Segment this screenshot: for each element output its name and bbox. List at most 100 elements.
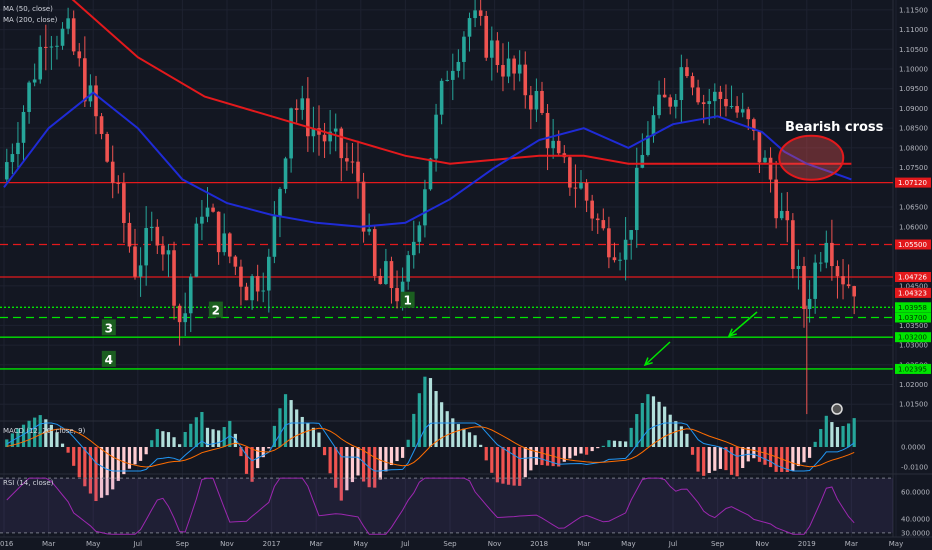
candle-body <box>757 130 762 163</box>
candle <box>830 219 834 281</box>
candle-body <box>255 276 260 292</box>
candle-body <box>294 108 299 110</box>
candle-body <box>746 109 751 120</box>
macd-histogram-bar <box>813 441 817 447</box>
time-tick-label: May <box>354 540 368 548</box>
price-tick-label: 1.11000 <box>899 26 928 34</box>
macd-histogram-bar <box>361 447 366 482</box>
macd-histogram-bar <box>94 447 98 502</box>
candle-body <box>595 218 600 221</box>
time-tick-label: Nov <box>220 540 234 548</box>
candle <box>473 0 477 28</box>
rsi-tick-label: 40.0000 <box>901 516 930 524</box>
candle-body <box>99 116 104 134</box>
candle-body <box>66 18 70 29</box>
macd-histogram-bar <box>729 447 734 475</box>
candle-body <box>322 134 327 142</box>
time-tick-label: 016 <box>0 540 14 548</box>
macd-histogram-bar <box>796 447 801 467</box>
time-axis: 016 Mar May Jul Sep Nov 2017 Mar May Jul Sep Nov 201… <box>0 540 903 548</box>
candle-body <box>227 233 232 257</box>
candle-body <box>350 161 355 163</box>
candle-body <box>607 228 611 258</box>
candle <box>595 213 600 234</box>
candle <box>211 203 215 213</box>
candle <box>66 7 70 35</box>
time-tick-label: 2017 <box>263 540 281 548</box>
candle-body <box>506 58 511 77</box>
candle <box>283 156 288 194</box>
candle-body <box>389 261 394 289</box>
candle <box>779 192 784 221</box>
candle <box>456 49 461 78</box>
macd-histogram-bar <box>55 432 59 447</box>
candle <box>612 242 617 263</box>
candle <box>389 256 394 304</box>
ma50-legend[interactable]: MA (50, close) <box>3 5 53 13</box>
candle <box>852 285 856 315</box>
macd-histogram-bar <box>841 425 845 447</box>
price-tick-label: 1.08500 <box>899 125 928 133</box>
time-tick-label: Jul <box>668 540 678 548</box>
rsi-tick-label: 30.0000 <box>901 529 930 537</box>
candle <box>27 80 31 124</box>
candle-body <box>484 15 489 58</box>
candle <box>99 113 104 140</box>
macd-histogram-bar <box>462 428 466 447</box>
candle-body <box>445 79 450 81</box>
candle <box>551 118 555 159</box>
candle <box>601 208 606 231</box>
macd-legend[interactable]: MACD (12, 26, close, 9) <box>3 427 86 435</box>
event-marker-icon <box>831 403 843 415</box>
candle <box>651 106 656 143</box>
candle-body <box>55 45 59 47</box>
candle <box>568 156 572 196</box>
candle-body <box>752 119 756 131</box>
macd-histogram-bar <box>133 447 137 465</box>
candle <box>724 84 728 117</box>
macd-histogram-bar <box>757 447 762 462</box>
level-tag <box>895 287 931 298</box>
candle <box>83 36 87 108</box>
candle-body <box>177 305 182 323</box>
candle <box>133 228 137 280</box>
macd-histogram-bar <box>389 447 394 466</box>
macd-histogram-bar <box>250 447 254 482</box>
macd-histogram-bar <box>172 437 176 447</box>
candle-body <box>623 239 628 260</box>
candle-body <box>417 225 422 242</box>
candle-body <box>478 10 483 16</box>
wave-label-box <box>208 301 223 318</box>
arrow-head <box>727 328 737 338</box>
candle-body <box>400 281 405 302</box>
macd-histogram-bar <box>512 447 516 486</box>
candle-body <box>395 288 399 302</box>
candle-body <box>450 70 455 80</box>
candle-body <box>384 261 388 285</box>
macd-histogram-bar <box>239 447 243 457</box>
candle <box>534 78 539 122</box>
price-axis: 1.11500 1.11000 1.10500 1.10000 1.09500 1.090… <box>895 6 931 409</box>
arrow-head <box>643 357 653 367</box>
candle <box>239 259 243 306</box>
candle <box>417 221 422 254</box>
candle <box>729 85 734 109</box>
candle-body <box>261 290 266 292</box>
rsi-legend[interactable]: RSI (14, close) <box>3 479 54 487</box>
level-tag <box>895 332 931 343</box>
candle <box>685 58 689 79</box>
level-tag-label: 1.03958 <box>898 304 927 312</box>
candle-body <box>94 85 98 117</box>
candle <box>255 264 260 302</box>
candle-body <box>250 276 254 301</box>
macd-histogram-bar <box>244 447 249 474</box>
candle-body <box>473 10 477 19</box>
candle <box>361 172 366 243</box>
ma200-legend[interactable]: MA (200, close) <box>3 16 58 24</box>
candle <box>71 10 76 56</box>
candle-body <box>88 85 93 102</box>
macd-histogram-bar <box>735 447 739 477</box>
candle <box>735 96 739 118</box>
